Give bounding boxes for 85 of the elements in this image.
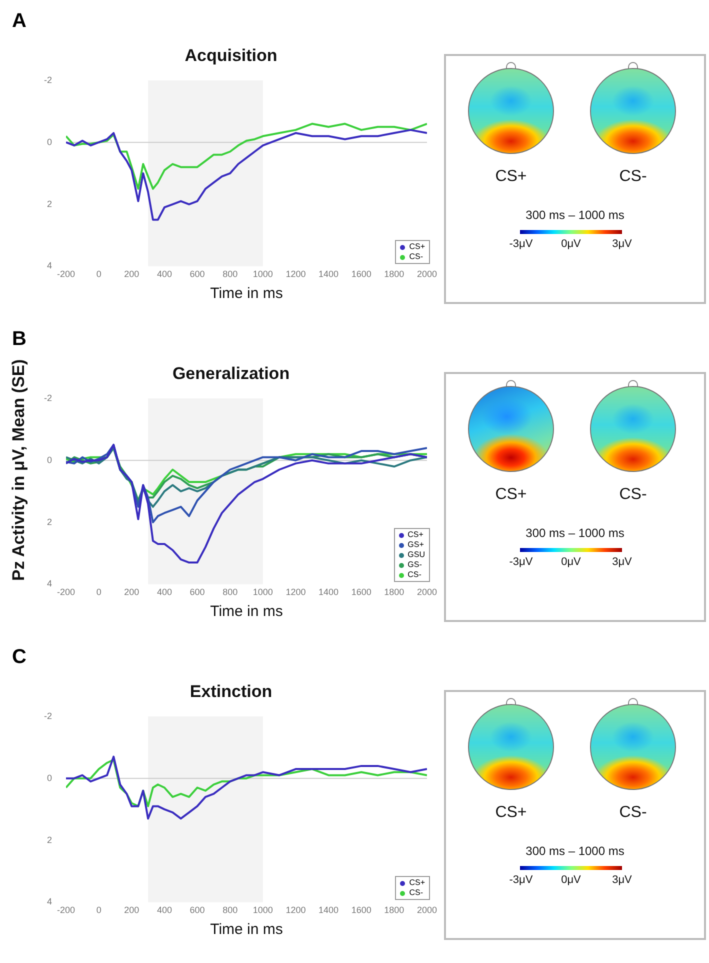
x-tick-label: 1200: [286, 905, 306, 916]
x-tick-label: 1400: [318, 905, 339, 916]
x-tick-label: 0: [96, 587, 102, 598]
text: CS-: [618, 804, 648, 822]
x-tick-label: -200: [56, 905, 76, 916]
y-tick-label: -2: [44, 392, 52, 403]
text: 3μV: [611, 556, 633, 568]
legend-label: CS-: [409, 252, 423, 262]
text: 3μV: [611, 238, 633, 250]
text: -3μV: [508, 556, 534, 568]
text: C: [12, 646, 26, 669]
text: CS+: [494, 168, 528, 186]
text: 0μV: [560, 874, 582, 886]
legend-label: CS+: [409, 242, 425, 252]
x-tick-label: 1800: [384, 587, 404, 598]
legend-label: GS+: [408, 540, 424, 550]
legend-label: CS+: [408, 530, 424, 540]
x-tick-label: 0: [96, 905, 102, 916]
x-tick-label: 1600: [351, 905, 372, 916]
x-axis-title: Time in ms: [210, 921, 283, 938]
x-tick-label: 800: [222, 269, 238, 280]
x-tick-label: 600: [190, 269, 205, 280]
y-tick-label: 4: [46, 260, 52, 271]
legend-label: CS+: [409, 878, 425, 888]
x-tick-label: 1800: [384, 269, 404, 280]
x-tick-label: 200: [124, 587, 140, 598]
y-tick-label: 0: [46, 136, 52, 147]
x-tick-label: 1000: [252, 905, 273, 916]
legend-label: CS-: [408, 570, 422, 580]
x-tick-label: 200: [124, 269, 140, 280]
y-axis-title: Pz Activity in μV, Mean (SE): [9, 359, 29, 581]
y-tick-label: 4: [46, 578, 52, 589]
x-tick-label: 2000: [416, 269, 438, 280]
x-tick-label: -200: [56, 269, 76, 280]
y-tick-label: 0: [46, 454, 52, 465]
x-axis-title: Time in ms: [210, 603, 283, 620]
y-tick-label: 2: [46, 834, 52, 845]
y-tick-label: 4: [46, 896, 52, 907]
x-tick-label: 400: [156, 269, 172, 280]
legend-label: CS-: [409, 888, 423, 898]
text: CS+: [494, 486, 528, 504]
legend-label: GSU: [408, 550, 425, 560]
x-tick-label: 1000: [252, 269, 273, 280]
x-tick-label: 800: [222, 905, 238, 916]
chart-title: Extinction: [190, 682, 272, 701]
x-tick-label: 1600: [351, 587, 372, 598]
x-tick-label: 1000: [252, 587, 273, 598]
x-tick-label: 1400: [318, 587, 339, 598]
x-tick-label: 1200: [286, 269, 306, 280]
y-tick-label: 2: [46, 516, 52, 527]
text: -3μV: [508, 874, 534, 886]
text: 300 ms – 1000 ms: [524, 208, 626, 222]
text: 300 ms – 1000 ms: [524, 844, 626, 858]
x-tick-label: 1200: [286, 587, 306, 598]
text: 3μV: [611, 874, 633, 886]
y-tick-label: -2: [44, 710, 52, 721]
x-tick-label: 0: [96, 269, 102, 280]
x-axis-title: Time in ms: [210, 285, 283, 302]
text: CS-: [618, 486, 648, 504]
x-tick-label: 200: [124, 905, 140, 916]
chart-title: Acquisition: [184, 46, 278, 65]
text: 300 ms – 1000 ms: [524, 526, 626, 540]
text: B: [12, 328, 26, 351]
x-tick-label: 2000: [416, 587, 438, 598]
text: -3μV: [508, 238, 534, 250]
x-tick-label: 2000: [416, 905, 438, 916]
x-tick-label: 400: [156, 587, 172, 598]
legend-label: GS-: [408, 560, 422, 570]
text: 0μV: [560, 238, 582, 250]
x-tick-label: 1800: [384, 905, 404, 916]
y-tick-label: -2: [44, 74, 52, 85]
x-tick-label: 600: [190, 905, 205, 916]
x-tick-label: 400: [156, 905, 172, 916]
x-tick-label: 1600: [351, 269, 372, 280]
text: CS+: [494, 804, 528, 822]
y-tick-label: 0: [46, 772, 52, 783]
x-tick-label: 800: [222, 587, 238, 598]
chart-title: Generalization: [172, 364, 290, 383]
text: A: [12, 10, 26, 33]
y-tick-label: 2: [46, 198, 52, 209]
text: CS-: [618, 168, 648, 186]
x-tick-label: 1400: [318, 269, 339, 280]
text: 0μV: [560, 556, 582, 568]
x-tick-label: 600: [190, 587, 205, 598]
x-tick-label: -200: [56, 587, 76, 598]
